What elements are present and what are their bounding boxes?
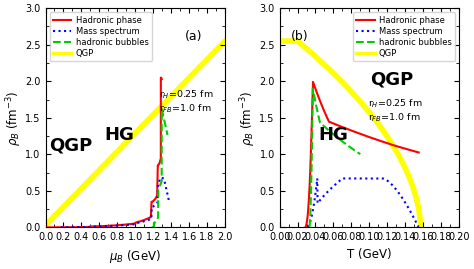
- Text: (a): (a): [184, 30, 202, 43]
- Legend: Hadronic phase, Mass spectrum, hadronic bubbles, QGP: Hadronic phase, Mass spectrum, hadronic …: [353, 12, 455, 61]
- Text: (b): (b): [291, 30, 309, 43]
- X-axis label: T (GeV): T (GeV): [347, 248, 392, 261]
- Y-axis label: $\rho_B$ (fm$^{-3}$): $\rho_B$ (fm$^{-3}$): [238, 90, 258, 146]
- Y-axis label: $\rho_B$ (fm$^{-3}$): $\rho_B$ (fm$^{-3}$): [4, 90, 24, 146]
- Text: HG: HG: [319, 126, 348, 144]
- Text: HG: HG: [104, 126, 134, 144]
- Text: QGP: QGP: [49, 137, 92, 155]
- Text: r$_H$=0.25 fm
r$_{FB}$=1.0 fm: r$_H$=0.25 fm r$_{FB}$=1.0 fm: [159, 88, 214, 115]
- Text: r$_H$=0.25 fm
r$_{FB}$=1.0 fm: r$_H$=0.25 fm r$_{FB}$=1.0 fm: [367, 97, 422, 124]
- Legend: Hadronic phase, Mass spectrum, hadronic bubbles, QGP: Hadronic phase, Mass spectrum, hadronic …: [50, 12, 152, 61]
- Text: QGP: QGP: [370, 71, 413, 89]
- X-axis label: $\mu_B$ (GeV): $\mu_B$ (GeV): [109, 248, 161, 265]
